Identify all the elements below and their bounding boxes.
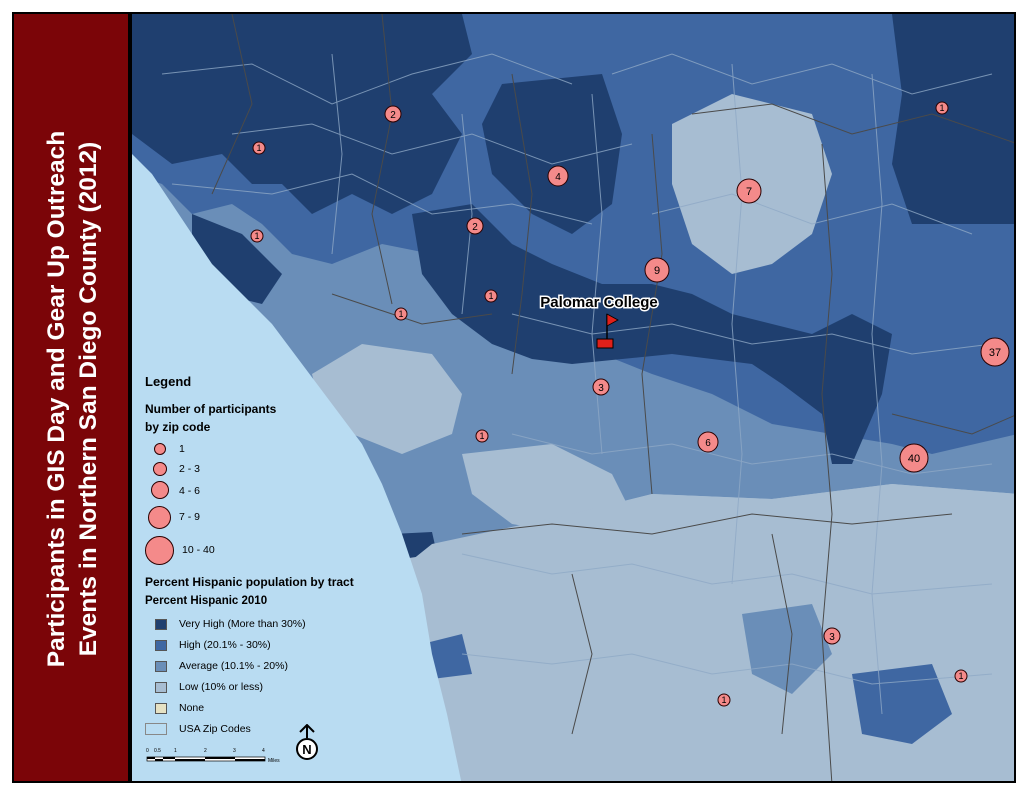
participant-class-label: 4 - 6: [179, 485, 201, 497]
svg-text:3: 3: [598, 383, 604, 394]
participant-marker[interactable]: 1: [484, 289, 498, 303]
participant-symbol-3: [151, 481, 169, 499]
participant-marker[interactable]: 1: [717, 693, 731, 707]
svg-text:37: 37: [989, 347, 1001, 359]
participant-marker[interactable]: 2: [466, 217, 484, 235]
flag-icon: [606, 313, 619, 327]
participant-marker[interactable]: 40: [899, 443, 929, 473]
swatch-average: [155, 661, 167, 672]
participant-marker[interactable]: 7: [736, 178, 762, 204]
scale-unit: Miles: [268, 758, 280, 764]
swatch-low: [155, 682, 167, 693]
participant-class-label: 10 - 40: [182, 544, 215, 556]
swatch-very-high: [155, 619, 167, 630]
svg-text:2: 2: [472, 222, 478, 233]
participant-marker[interactable]: 3: [592, 378, 610, 396]
scale-tick: 2: [204, 748, 207, 754]
palomar-college-label: Palomar College: [540, 294, 658, 311]
north-arrow: N: [295, 723, 319, 764]
hispanic-class-label: Low (10% or less): [179, 681, 264, 693]
legend: Legend Number of participants by zip cod…: [145, 372, 475, 772]
participant-symbol-2: [153, 462, 167, 476]
title-panel: Participants in GIS Day and Gear Up Outr…: [12, 12, 130, 783]
participant-marker[interactable]: 1: [935, 101, 949, 115]
swatch-zip-codes: [145, 723, 167, 735]
tract-very-high-3[interactable]: [412, 204, 892, 464]
participant-class-label: 2 - 3: [179, 463, 201, 475]
map-title: Participants in GIS Day and Gear Up Outr…: [26, 79, 120, 719]
svg-text:3: 3: [829, 632, 835, 643]
svg-text:1: 1: [488, 291, 493, 301]
svg-text:1: 1: [958, 671, 963, 681]
scale-tick: 4: [262, 748, 265, 754]
tract-average-4[interactable]: [652, 414, 792, 494]
svg-text:6: 6: [705, 438, 711, 449]
tract-very-high-4[interactable]: [892, 14, 1016, 224]
participant-marker[interactable]: 1: [250, 229, 264, 243]
hispanic-heading: Percent Hispanic population by tract: [145, 575, 354, 589]
tract-average-5[interactable]: [742, 604, 832, 694]
hispanic-subheading: Percent Hispanic 2010: [145, 595, 268, 607]
participant-class-label: 7 - 9: [179, 511, 201, 523]
participant-symbol-4: [148, 506, 171, 529]
hispanic-class-label: Average (10.1% - 20%): [179, 660, 288, 672]
scale-tick: 0: [146, 748, 149, 754]
participant-marker[interactable]: 1: [252, 141, 266, 155]
svg-text:1: 1: [721, 695, 726, 705]
svg-text:4: 4: [555, 172, 561, 183]
participant-marker[interactable]: 3: [823, 627, 841, 645]
svg-text:2: 2: [390, 110, 396, 121]
zip-codes-label: USA Zip Codes: [179, 723, 251, 735]
svg-text:9: 9: [654, 265, 660, 277]
participants-heading-line-1: Number of participants: [145, 402, 277, 416]
scale-tick: 0.5: [154, 748, 161, 754]
north-letter: N: [302, 742, 311, 757]
map-title-line-1: Participants in GIS Day and Gear Up Outr…: [43, 130, 71, 668]
scale-bar: 0 0.5 1 2 3 4 Miles: [145, 747, 285, 767]
participant-marker[interactable]: 6: [697, 431, 719, 453]
map-frame[interactable]: 2 1 1 4 2 7 1: [130, 12, 1016, 783]
pacific-ocean: [132, 154, 462, 781]
palomar-college-marker[interactable]: [596, 313, 619, 349]
svg-text:7: 7: [746, 186, 752, 198]
hispanic-class-label: High (20.1% - 30%): [179, 639, 271, 651]
participant-symbol-1: [154, 443, 166, 455]
map-canvas[interactable]: 2 1 1 4 2 7 1: [132, 14, 1016, 783]
participant-marker[interactable]: 4: [547, 165, 569, 187]
svg-text:1: 1: [939, 103, 944, 113]
scale-tick: 3: [233, 748, 236, 754]
tract-low-2[interactable]: [312, 344, 462, 454]
tract-low-south[interactable]: [382, 484, 1016, 783]
svg-text:1: 1: [479, 431, 484, 441]
legend-title: Legend: [145, 374, 192, 389]
participant-marker[interactable]: 1: [954, 669, 968, 683]
participant-symbol-5: [145, 536, 174, 565]
swatch-none: [155, 703, 167, 714]
map-title-line-2: Events in Northern San Diego County (201…: [75, 141, 102, 657]
swatch-high: [155, 640, 167, 651]
scale-tick: 1: [174, 748, 177, 754]
svg-text:40: 40: [908, 453, 920, 465]
svg-text:1: 1: [256, 143, 261, 153]
tract-very-high-2[interactable]: [482, 74, 622, 234]
participant-marker[interactable]: 1: [394, 307, 408, 321]
hispanic-class-label: None: [179, 702, 205, 714]
zip-code-boundaries: [211, 14, 1014, 781]
north-arrow-icon: N: [296, 723, 318, 760]
svg-text:1: 1: [254, 231, 259, 241]
participant-class-label: 1: [179, 443, 185, 455]
svg-text:1: 1: [398, 309, 403, 319]
participants-heading-line-2: by zip code: [145, 420, 211, 434]
hispanic-class-label: Very High (More than 30%): [179, 618, 306, 630]
participant-marker[interactable]: 1: [475, 429, 489, 443]
participant-marker[interactable]: 2: [384, 105, 402, 123]
participant-marker[interactable]: 9: [644, 257, 670, 283]
participant-marker[interactable]: 37: [980, 337, 1010, 367]
